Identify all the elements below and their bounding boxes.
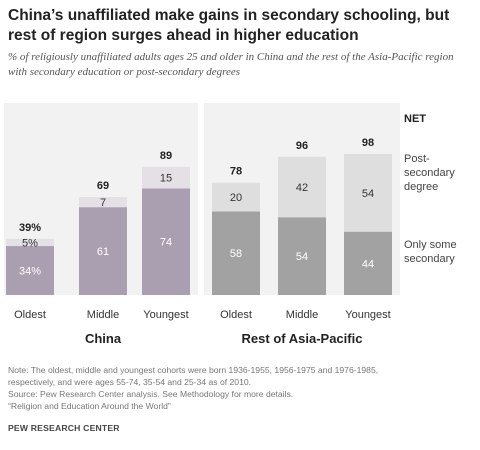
china-oldest-secondary-bar	[6, 246, 54, 295]
bars-layer: 34% 5% 39% Oldest 61 7 69 Middle 74 15 89 Youngest 5…	[6, 137, 392, 321]
chart-subtitle: % of religiously unaffiliated adults age…	[8, 51, 454, 78]
legend-secondary-line1: Only some	[404, 239, 457, 251]
rest-youngest-secondary-bar	[344, 231, 392, 295]
source-line: Source: Pew Research Center analysis. Se…	[8, 389, 294, 399]
rest-oldest-net-label: 78	[230, 166, 242, 178]
rest-middle-postsecondary-bar	[278, 156, 326, 218]
rest-middle-secondary-label: 54	[296, 251, 308, 263]
rest-oldest-secondary-label: 58	[230, 248, 242, 260]
rest-oldest-postsecondary-bar	[212, 182, 260, 212]
note-line-2: respectively, and were ages 55-74, 35-54…	[8, 377, 252, 387]
legend-postsecondary-line1: Post-	[404, 153, 430, 165]
china-oldest-secondary-label: 34%	[19, 266, 41, 278]
rest-youngest-postsecondary-bar	[344, 153, 392, 232]
china-oldest-postsecondary-bar	[6, 238, 54, 247]
rest-middle-secondary-bar	[278, 217, 326, 295]
china-youngest-category-label: Youngest	[143, 309, 188, 321]
note-line-1: Note: The oldest, middle and youngest co…	[8, 365, 379, 375]
organization-name: PEW RESEARCH CENTER	[8, 423, 120, 433]
china-youngest-secondary-bar	[142, 188, 190, 295]
rest-middle-category-label: Middle	[286, 309, 318, 321]
china-middle-postsecondary-label: 7	[100, 197, 106, 209]
legend-secondary-line2: secondary	[404, 253, 455, 265]
rest-youngest-secondary-label: 44	[362, 258, 374, 270]
rest-youngest-net-label: 98	[362, 137, 374, 149]
rest-group-label: Rest of Asia-Pacific	[242, 331, 363, 346]
china-group-label: China	[85, 331, 122, 346]
chart-title: China’s unaffiliated make gains in secon…	[8, 7, 450, 44]
china-middle-postsecondary-bar	[79, 197, 127, 208]
legend-postsecondary-line3: degree	[404, 181, 438, 193]
china-oldest-category-label: Oldest	[14, 309, 46, 321]
china-middle-secondary-bar	[79, 207, 127, 295]
report-title: “Religion and Education Around the World…	[8, 401, 171, 411]
china-youngest-secondary-label: 74	[160, 237, 172, 249]
rest-middle-postsecondary-label: 42	[296, 182, 308, 194]
china-middle-category-label: Middle	[87, 309, 119, 321]
rest-oldest-secondary-bar	[212, 211, 260, 295]
rest-middle-net-label: 96	[296, 140, 308, 152]
rest-youngest-postsecondary-label: 54	[362, 188, 374, 200]
legend-postsecondary-line2: secondary	[404, 167, 455, 179]
china-youngest-postsecondary-bar	[142, 166, 190, 189]
china-oldest-net-label: 39%	[19, 222, 41, 234]
legend-net-label: NET	[404, 113, 426, 125]
china-youngest-net-label: 89	[160, 150, 172, 162]
china-middle-net-label: 69	[97, 180, 109, 192]
china-middle-secondary-label: 61	[97, 246, 109, 258]
china-oldest-postsecondary-label: 5%	[22, 237, 38, 249]
rest-oldest-postsecondary-label: 20	[230, 192, 242, 204]
china-youngest-postsecondary-label: 15	[160, 173, 172, 185]
rest-youngest-category-label: Youngest	[345, 309, 390, 321]
rest-oldest-category-label: Oldest	[220, 309, 252, 321]
